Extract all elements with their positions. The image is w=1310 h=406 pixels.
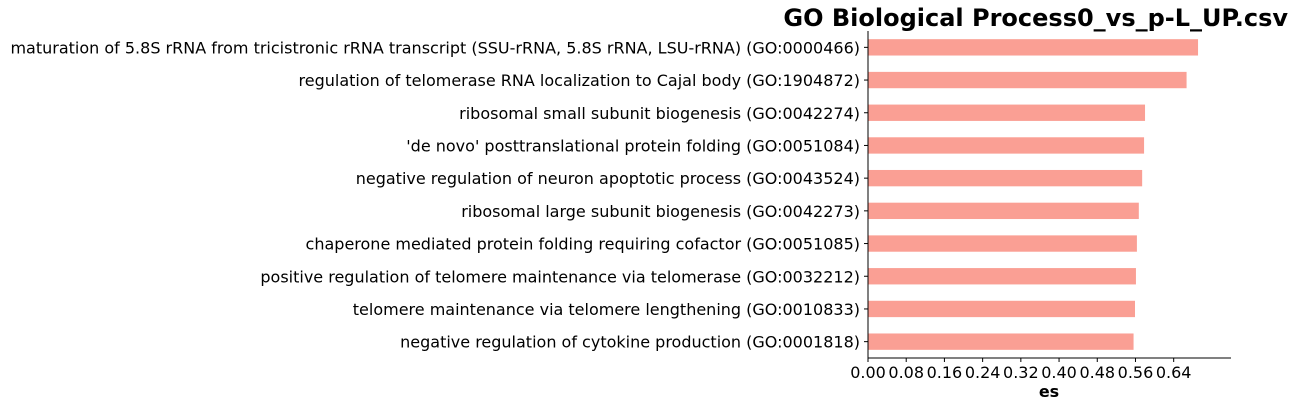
axes bbox=[867, 31, 1231, 359]
y-tick-label-1: regulation of telomerase RNA localizatio… bbox=[299, 71, 860, 90]
bar-7 bbox=[868, 268, 1136, 285]
y-tick-label-5: ribosomal large subunit biogenesis (GO:0… bbox=[461, 202, 860, 221]
x-ticks: 0.00 0.08 0.16 0.24 0.32 0.40 0.48 0.56 0.64 bbox=[850, 358, 1191, 382]
bars-group bbox=[868, 39, 1199, 350]
bar-5 bbox=[868, 202, 1139, 220]
x-tick-label-1: 0.08 bbox=[888, 363, 924, 382]
x-tick-label-3: 0.24 bbox=[965, 363, 1001, 382]
bar-2 bbox=[868, 104, 1146, 121]
bar-4 bbox=[868, 169, 1143, 187]
chart-title: GO Biological Process0_vs_p-L_UP.csv bbox=[783, 4, 1288, 32]
x-tick-label-8: 0.64 bbox=[1156, 363, 1192, 382]
bar-6 bbox=[868, 235, 1137, 252]
x-tick-label-6: 0.48 bbox=[1079, 363, 1115, 382]
bar-1 bbox=[868, 71, 1187, 89]
y-tick-label-4: negative regulation of neuron apoptotic … bbox=[356, 169, 860, 188]
x-tick-label-5: 0.40 bbox=[1041, 363, 1077, 382]
x-tick-label-0: 0.00 bbox=[850, 363, 886, 382]
x-tick-label-4: 0.32 bbox=[1003, 363, 1039, 382]
x-tick-label-7: 0.56 bbox=[1118, 363, 1154, 382]
y-tick-label-2: ribosomal small subunit biogenesis (GO:0… bbox=[459, 104, 860, 123]
y-tick-label-7: positive regulation of telomere maintena… bbox=[260, 267, 860, 286]
x-tick-label-2: 0.16 bbox=[927, 363, 963, 382]
bar-0 bbox=[868, 39, 1199, 56]
bar-3 bbox=[868, 137, 1145, 154]
y-tick-label-6: chaperone mediated protein folding requi… bbox=[306, 235, 860, 254]
y-tick-label-3: 'de novo' posttranslational protein fold… bbox=[406, 136, 860, 155]
y-tick-labels: maturation of 5.8S rRNA from tricistroni… bbox=[10, 38, 868, 352]
y-tick-label-8: telomere maintenance via telomere length… bbox=[353, 300, 860, 319]
y-tick-label-0: maturation of 5.8S rRNA from tricistroni… bbox=[10, 38, 860, 57]
y-tick-label-9: negative regulation of cytokine producti… bbox=[400, 333, 860, 352]
bar-9 bbox=[868, 333, 1134, 350]
x-axis-label: es bbox=[1039, 382, 1059, 401]
bar-8 bbox=[868, 300, 1135, 318]
